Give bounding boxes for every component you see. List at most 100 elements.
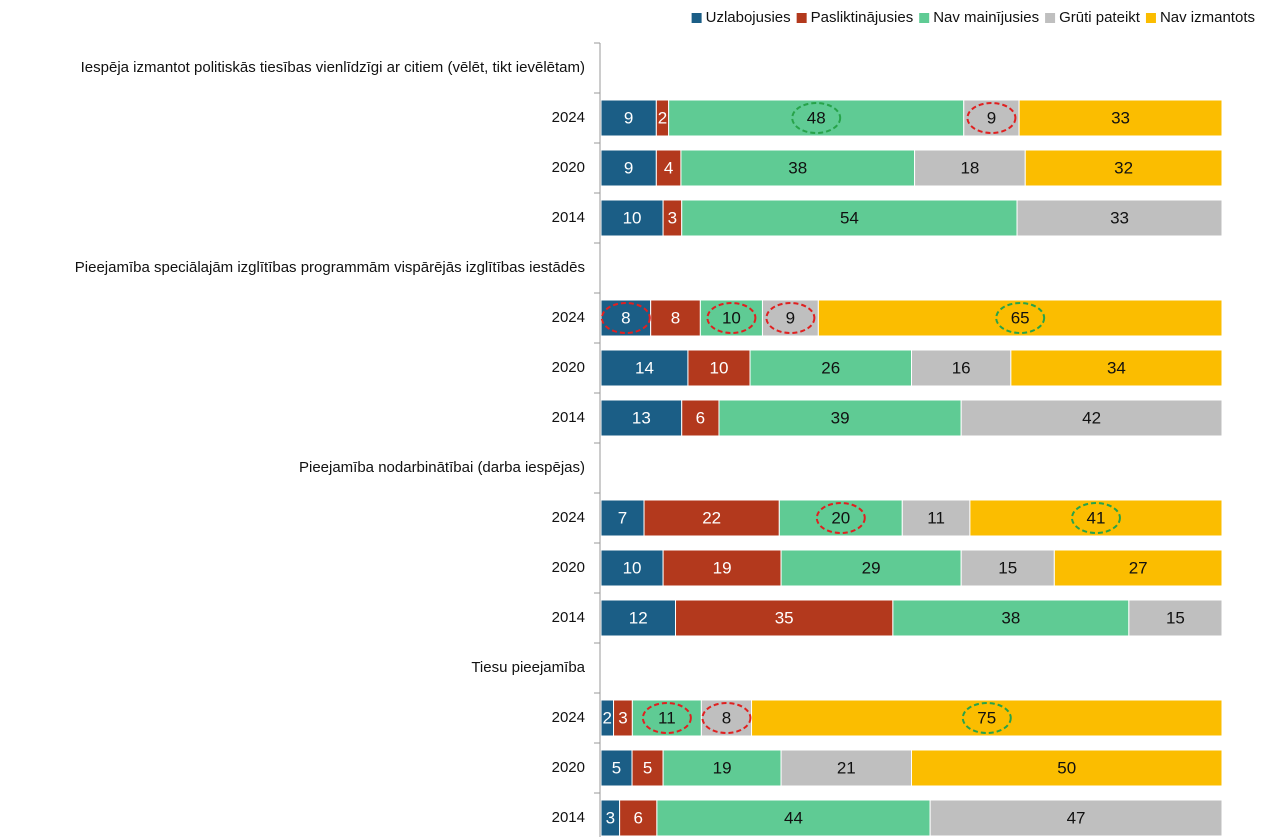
data-label: 22 xyxy=(702,508,721,527)
data-label: 21 xyxy=(837,758,856,777)
bar-segment xyxy=(780,749,913,787)
data-label: 32 xyxy=(1114,158,1133,177)
data-label: 8 xyxy=(621,308,630,327)
bar-segment xyxy=(1010,349,1223,387)
bar-segment xyxy=(700,699,753,737)
bar-segment xyxy=(1053,549,1223,587)
bar-segment xyxy=(911,349,1012,387)
legend-swatch xyxy=(691,13,702,23)
category-label: 2024 xyxy=(552,309,585,326)
data-label: 27 xyxy=(1129,558,1148,577)
data-label: 75 xyxy=(977,708,996,727)
highlight-ellipse xyxy=(765,302,816,334)
data-label: 54 xyxy=(840,208,859,227)
data-label: 10 xyxy=(623,208,642,227)
highlight-ellipse xyxy=(641,702,692,734)
data-label: 42 xyxy=(1082,408,1101,427)
highlight-ellipse xyxy=(1070,502,1121,534)
category-label: Pieejamība nodarbinātībai (darba iespēja… xyxy=(299,459,585,476)
category-label: 2020 xyxy=(552,359,585,376)
data-label: 5 xyxy=(612,758,621,777)
data-label: 9 xyxy=(786,308,795,327)
highlight-ellipse xyxy=(995,302,1046,334)
bar-segment xyxy=(761,299,819,337)
bar-segment xyxy=(619,799,658,837)
bar-segment xyxy=(892,599,1130,637)
data-label: 9 xyxy=(624,108,633,127)
bar-segment xyxy=(911,749,1223,787)
legend-swatch xyxy=(1145,13,1156,23)
data-label: 14 xyxy=(635,358,654,377)
data-label: 5 xyxy=(643,758,652,777)
data-label: 10 xyxy=(623,558,642,577)
data-label: 6 xyxy=(696,408,705,427)
bar-segment xyxy=(650,299,701,337)
category-label: 2014 xyxy=(552,609,585,626)
highlight-ellipse xyxy=(600,302,651,334)
data-label: 3 xyxy=(668,208,677,227)
data-label: 7 xyxy=(618,508,627,527)
bar-segment xyxy=(668,99,965,137)
legend-label: Nav izmantots xyxy=(1160,9,1255,26)
bar-segment xyxy=(600,399,683,437)
data-label: 11 xyxy=(658,708,676,727)
data-label: 3 xyxy=(606,808,615,827)
data-label: 9 xyxy=(624,158,633,177)
bar-segment xyxy=(960,399,1223,437)
data-label: 8 xyxy=(722,708,731,727)
legend-swatch xyxy=(1045,13,1056,23)
data-label: 65 xyxy=(1011,308,1030,327)
category-label: 2014 xyxy=(552,209,585,226)
bar-segment xyxy=(929,799,1223,837)
bar-segment xyxy=(1016,199,1223,237)
bar-segment xyxy=(914,149,1026,187)
data-label: 38 xyxy=(788,158,807,177)
data-label: 47 xyxy=(1067,808,1086,827)
data-label: 10 xyxy=(710,358,729,377)
data-label: 33 xyxy=(1111,108,1130,127)
category-label: 2020 xyxy=(552,159,585,176)
bar-segment xyxy=(1018,99,1223,137)
bar-segment xyxy=(749,349,912,387)
data-label: 26 xyxy=(821,358,840,377)
data-label: 13 xyxy=(632,408,651,427)
bar-segment xyxy=(780,549,962,587)
data-label: 38 xyxy=(1001,608,1020,627)
legend-label: Pasliktinājusies xyxy=(811,9,914,26)
data-label: 19 xyxy=(713,558,732,577)
category-label: 2024 xyxy=(552,509,585,526)
bar-segment xyxy=(655,149,682,187)
legend-swatch xyxy=(796,13,807,23)
data-label: 50 xyxy=(1057,758,1076,777)
highlight-ellipse xyxy=(815,502,866,534)
bar-segment xyxy=(600,99,657,137)
category-label: 2020 xyxy=(552,759,585,776)
bar-segment xyxy=(681,399,720,437)
bar-segment xyxy=(699,299,763,337)
bar-segment xyxy=(718,399,962,437)
data-label: 15 xyxy=(1166,608,1185,627)
bar-segment xyxy=(600,549,664,587)
bar-segment xyxy=(1024,149,1223,187)
highlight-ellipse xyxy=(966,102,1017,134)
bar-segment xyxy=(675,599,894,637)
category-label: 2024 xyxy=(552,109,585,126)
bar-segment xyxy=(600,749,633,787)
data-label: 12 xyxy=(629,608,648,627)
data-label: 18 xyxy=(960,158,979,177)
bar-segment xyxy=(963,99,1020,137)
data-label: 11 xyxy=(927,508,945,527)
bar-segment xyxy=(751,699,1223,737)
data-label: 44 xyxy=(784,808,803,827)
highlight-ellipse xyxy=(706,302,757,334)
legend-label: Nav mainījusies xyxy=(933,9,1039,26)
category-label: 2014 xyxy=(552,409,585,426)
bar-segment xyxy=(969,499,1223,537)
data-label: 16 xyxy=(952,358,971,377)
category-label: Pieejamība speciālajām izglītības progra… xyxy=(75,259,585,276)
bar-segment xyxy=(901,499,971,537)
legend-swatch xyxy=(919,13,930,23)
bar-segment xyxy=(600,199,664,237)
category-label: 2024 xyxy=(552,709,585,726)
bar-segment xyxy=(681,199,1018,237)
